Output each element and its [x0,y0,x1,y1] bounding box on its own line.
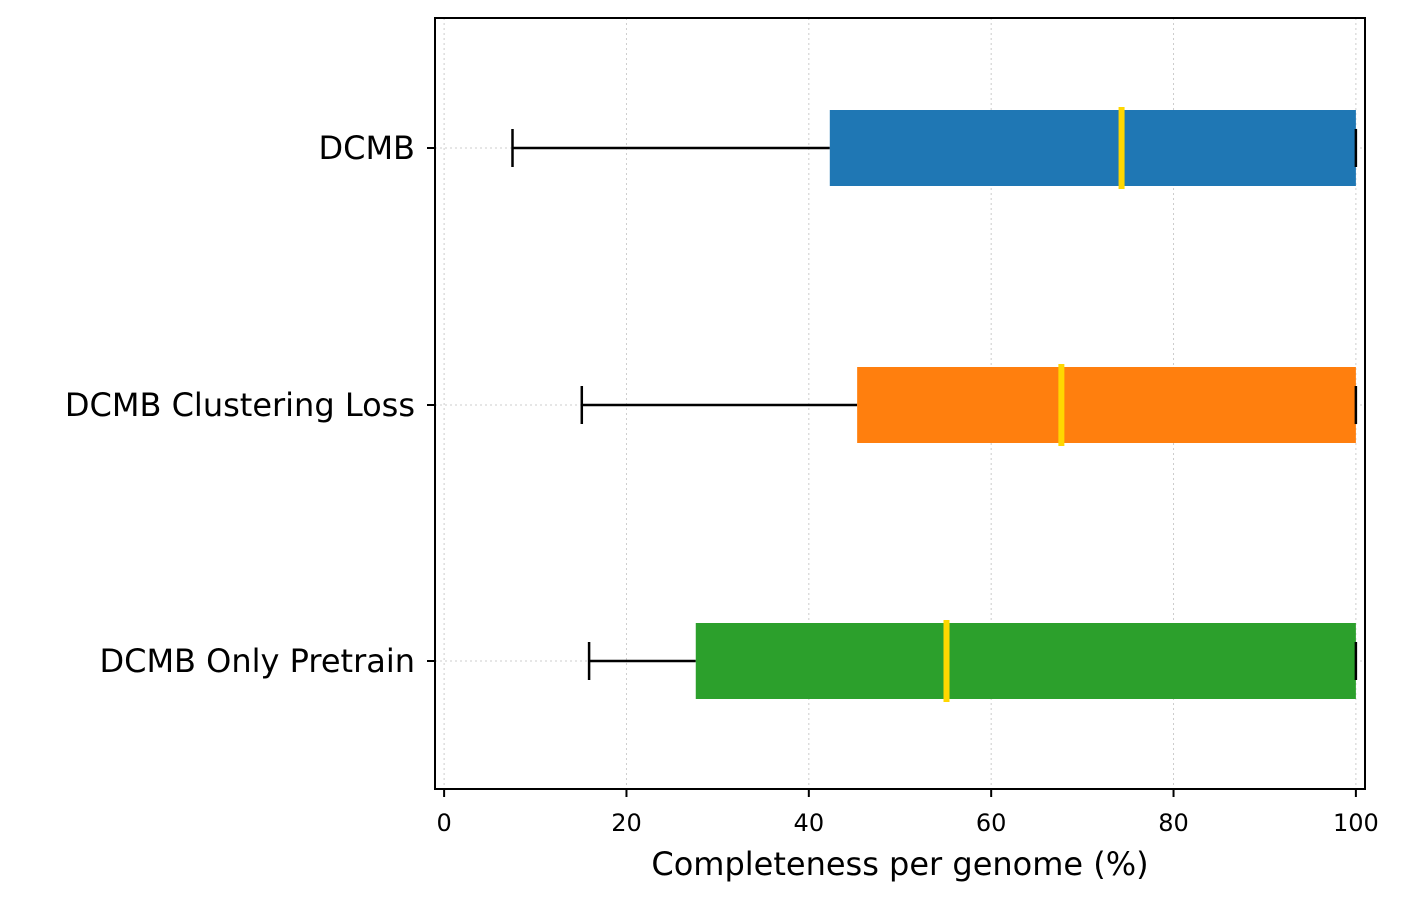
box-item [511,107,1358,189]
plot-frame [434,17,1366,790]
box-item [580,364,1358,446]
box-iqr [857,367,1356,443]
x-tick-label: 0 [436,809,451,837]
x-tick-label: 100 [1333,809,1379,837]
y-tick-label: DCMB [318,129,415,167]
box-iqr [829,110,1356,186]
boxes-layer [511,107,1358,702]
x-axis-label: Completeness per genome (%) [651,845,1148,883]
x-tick-label: 80 [1158,809,1189,837]
axes-layer: 0 20 40 60 80 100 DCMB DCMB Clustering Loss DCMB… [65,129,1379,837]
box-iqr [695,623,1356,699]
x-tick-label: 60 [976,809,1007,837]
y-tick-label: DCMB Clustering Loss [65,386,415,424]
x-tick-label: 40 [794,809,825,837]
box-item [587,620,1358,702]
x-tick-label: 20 [611,809,642,837]
y-tick-label: DCMB Only Pretrain [99,642,415,680]
